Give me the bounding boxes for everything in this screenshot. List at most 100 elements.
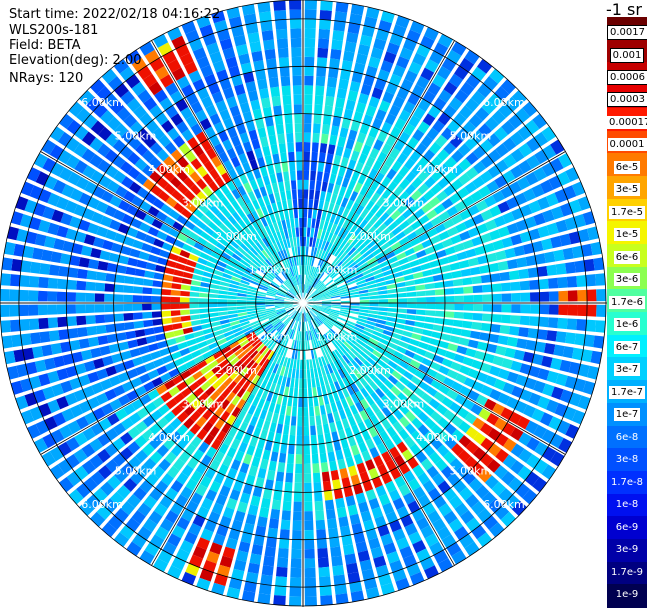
range-gate-cell <box>272 500 281 510</box>
range-gate-cell <box>322 124 330 134</box>
range-gate-cell <box>297 246 300 256</box>
range-gate-cell <box>312 387 317 397</box>
start-time-label: Start time: 2022/02/18 04:16:22 <box>9 8 220 21</box>
range-gate-cell <box>295 218 299 228</box>
range-gate-cell <box>396 282 406 288</box>
range-gate-cell <box>304 530 314 540</box>
range-gate-cell <box>29 276 39 288</box>
colorbar-tick-label: 6e-5 <box>607 163 647 173</box>
range-gate-cell <box>304 492 312 502</box>
range-gate-cell <box>281 76 291 86</box>
range-gate-cell <box>279 143 286 153</box>
range-gate-cell <box>124 276 134 284</box>
range-gate-cell <box>209 294 219 298</box>
range-gate-cell <box>134 321 144 329</box>
range-gate-cell <box>312 209 317 219</box>
range-gate-cell <box>539 279 549 289</box>
range-gate-cell <box>286 377 291 387</box>
range-gate-cell <box>67 316 77 326</box>
range-gate-cell <box>133 312 143 319</box>
colorbar-tick-label: 1e-9 <box>607 590 647 600</box>
range-gate-cell <box>417 304 427 309</box>
range-gate-cell <box>304 379 307 389</box>
range-gate-cell <box>293 237 297 247</box>
range-gate-cell <box>208 299 218 303</box>
range-gate-cell <box>316 520 326 530</box>
range-gate-cell <box>329 422 336 432</box>
range-gate-cell <box>595 273 605 286</box>
range-gate-cell <box>461 269 472 277</box>
range-gate-cell <box>495 250 506 260</box>
range-gate-cell <box>447 254 458 263</box>
range-gate-cell <box>171 283 181 289</box>
range-gate-cell <box>282 434 289 444</box>
range-gate-cell <box>329 461 337 472</box>
range-gate-cell <box>433 325 443 332</box>
range-gate-cell <box>275 481 284 491</box>
range-gate-cell <box>426 304 436 309</box>
range-gate-cell <box>32 346 43 358</box>
range-gate-cell <box>306 246 309 256</box>
range-gate-cell <box>576 275 586 287</box>
range-gate-cell <box>442 326 452 334</box>
range-gate-cell <box>459 337 470 346</box>
range-gate-cell <box>105 324 115 333</box>
range-ring-label: 3.00km <box>383 397 425 410</box>
range-gate-cell <box>190 309 200 314</box>
range-gate-cell <box>277 395 283 405</box>
range-gate-cell <box>292 407 297 417</box>
range-gate-cell <box>105 314 115 323</box>
range-gate-cell <box>133 286 143 293</box>
range-gate-cell <box>301 256 303 266</box>
range-gate-cell <box>280 67 290 77</box>
range-gate-cell <box>492 294 502 302</box>
range-gate-cell <box>254 148 263 159</box>
range-gate-cell <box>296 445 302 455</box>
range-gate-cell <box>263 420 271 431</box>
range-gate-cell <box>424 323 434 330</box>
range-gate-cell <box>405 280 415 286</box>
range-gate-cell <box>359 293 369 297</box>
range-gate-cell <box>507 259 518 269</box>
range-gate-cell <box>287 200 292 210</box>
range-gate-cell <box>336 175 344 186</box>
range-gate-cell <box>348 505 359 516</box>
range-gate-cell <box>259 507 269 518</box>
range-gate-cell <box>272 183 279 193</box>
range-gate-cell <box>275 19 287 29</box>
range-gate-cell <box>299 388 303 398</box>
range-gate-cell <box>406 315 416 321</box>
range-gate-cell <box>323 481 332 491</box>
range-gate-cell <box>311 152 318 162</box>
range-gate-cell <box>285 415 291 425</box>
range-gate-cell <box>257 516 268 527</box>
range-gate-cell <box>435 296 445 302</box>
range-gate-cell <box>291 38 302 48</box>
colorbar-tick-label: 1.7e-6 <box>607 298 647 308</box>
range-gate-cell <box>322 472 330 482</box>
range-gate-cell <box>291 180 297 190</box>
range-gate-cell <box>528 328 539 339</box>
range-gate-cell <box>431 331 441 339</box>
range-ring-label: 3.00km <box>182 197 224 210</box>
range-gate-cell <box>324 490 333 500</box>
range-gate-cell <box>553 250 564 262</box>
range-gate-cell <box>58 266 69 277</box>
range-gate-cell <box>473 313 483 321</box>
range-gate-cell <box>277 462 285 472</box>
range-gate-cell <box>490 324 500 333</box>
range-gate-cell <box>378 290 388 294</box>
range-gate-cell <box>323 424 330 434</box>
range-gate-cell <box>85 304 95 313</box>
range-ring-label: 3.00km <box>182 397 224 410</box>
range-gate-cell <box>304 76 313 86</box>
range-gate-cell <box>341 298 351 301</box>
colorbar-tick-label: 0.0003 <box>607 95 647 105</box>
range-gate-cell <box>328 144 336 154</box>
range-gate-cell <box>304 502 312 512</box>
range-gate-cell <box>453 279 463 286</box>
range-gate-cell <box>329 537 340 548</box>
colorbar-tick-label: 1e-5 <box>607 230 647 240</box>
range-gate-cell <box>199 304 209 308</box>
range-gate-cell <box>285 123 293 133</box>
